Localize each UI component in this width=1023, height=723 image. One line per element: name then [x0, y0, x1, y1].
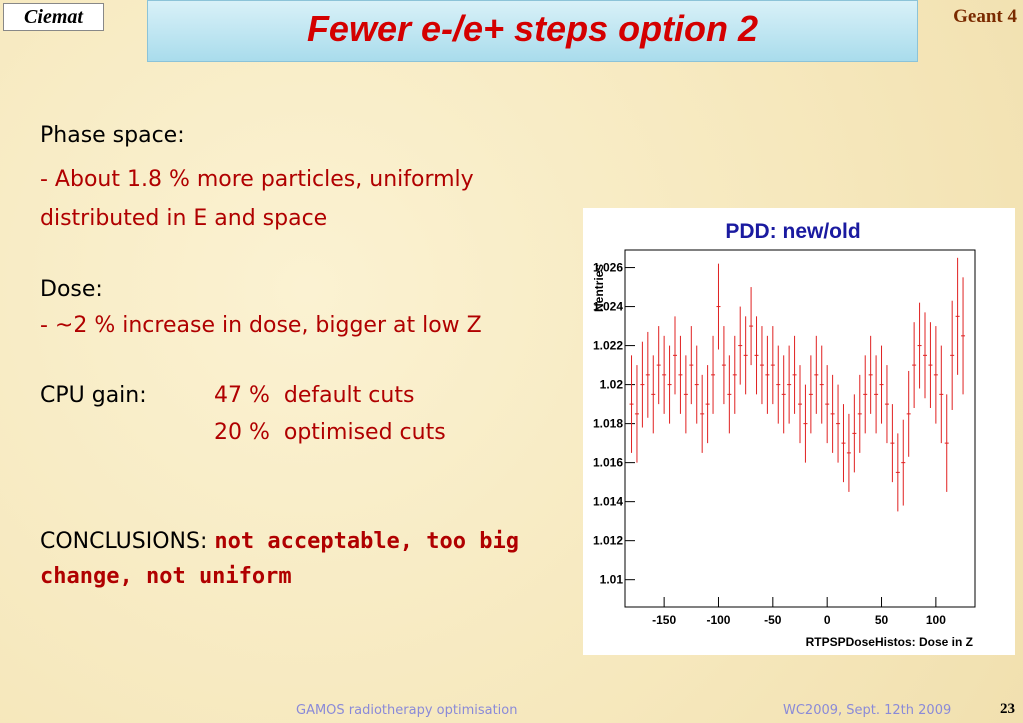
y-tick-label: 1.016: [593, 456, 623, 470]
phase-text: - About 1.8 % more particles, uniformly …: [40, 167, 474, 231]
y-tick-label: 1.014: [593, 495, 623, 509]
logo: Ciemat: [3, 3, 104, 31]
x-tick-label: 50: [875, 613, 889, 627]
chart: PDD: new/old RTPSPDoseHistos: Dose in Z …: [592, 220, 976, 649]
dose-label: Dose:: [40, 277, 103, 302]
y-tick-label: 1.012: [593, 534, 623, 548]
chart-panel: PDD: new/old RTPSPDoseHistos: Dose in Z …: [583, 208, 1015, 655]
dose-text: - ~2 % increase in dose, bigger at low Z: [40, 313, 482, 338]
cpu-optimised: 20 % optimised cuts: [214, 420, 446, 445]
x-tick-label: 0: [824, 613, 831, 627]
slide-title: Fewer e-/e+ steps option 2: [306, 8, 759, 49]
x-tick-label: -100: [706, 613, 730, 627]
conclusions-text: not acceptable, too big change, not unif…: [40, 529, 520, 589]
x-tick-label: -150: [652, 613, 676, 627]
y-tick-label: 1.01: [600, 573, 624, 587]
y-tick-label: 1.024: [593, 300, 623, 314]
y-tick-label: 1.018: [593, 417, 623, 431]
x-axis-label: RTPSPDoseHistos: Dose in Z: [806, 635, 973, 649]
footer-left: GAMOS radiotherapy optimisation: [296, 703, 518, 718]
x-tick-label: -50: [764, 613, 782, 627]
footer-right: WC2009, Sept. 12th 2009: [783, 703, 952, 718]
y-tick-label: 1.026: [593, 261, 623, 275]
y-tick-label: 1.02: [600, 378, 624, 392]
conclusions-label: CONCLUSIONS:: [40, 529, 208, 554]
y-axis-label: Nentries: [592, 264, 606, 312]
page-number: 23: [1000, 701, 1015, 717]
conclusions: CONCLUSIONS: not acceptable, too big cha…: [40, 524, 570, 594]
badge: Geant 4: [953, 6, 1017, 27]
x-tick-label: 100: [926, 613, 946, 627]
chart-title: PDD: new/old: [725, 220, 860, 243]
y-tick-label: 1.022: [593, 339, 623, 353]
cpu-default: 47 % default cuts: [214, 383, 415, 408]
title-banner: [147, 0, 918, 62]
phase-label: Phase space:: [40, 123, 185, 148]
cpu-label: CPU gain:: [40, 383, 147, 408]
plot-frame: [624, 249, 976, 608]
